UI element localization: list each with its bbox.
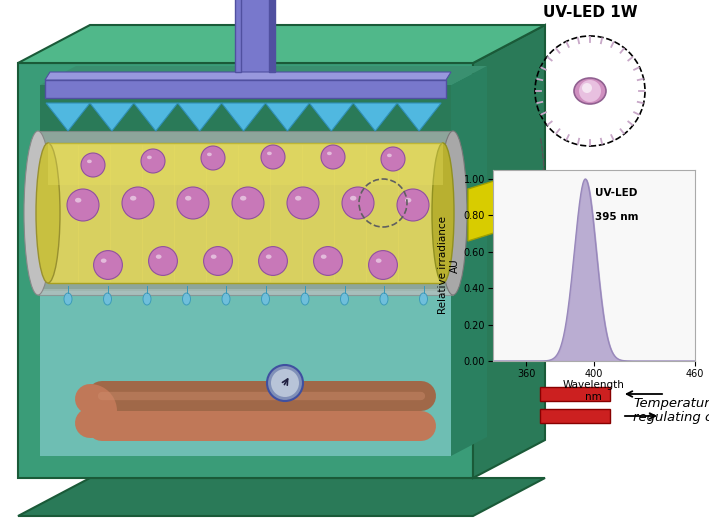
Polygon shape — [40, 66, 487, 85]
Polygon shape — [468, 180, 497, 241]
Circle shape — [369, 251, 398, 279]
Text: UV-LED 1W: UV-LED 1W — [542, 5, 637, 20]
Polygon shape — [45, 72, 451, 80]
Circle shape — [203, 246, 233, 276]
Ellipse shape — [207, 152, 212, 156]
Polygon shape — [241, 0, 269, 72]
Polygon shape — [134, 103, 178, 131]
Ellipse shape — [295, 196, 301, 201]
Circle shape — [313, 246, 342, 276]
Polygon shape — [540, 409, 610, 423]
Polygon shape — [235, 0, 241, 72]
Ellipse shape — [327, 151, 332, 155]
Polygon shape — [18, 478, 545, 516]
Circle shape — [259, 246, 287, 276]
Ellipse shape — [574, 78, 606, 104]
Ellipse shape — [182, 293, 191, 305]
Circle shape — [582, 83, 592, 93]
Text: UV-LED: UV-LED — [596, 188, 638, 198]
Circle shape — [267, 365, 303, 401]
Polygon shape — [178, 103, 222, 131]
Circle shape — [271, 369, 299, 397]
Polygon shape — [451, 66, 487, 456]
Circle shape — [177, 187, 209, 219]
Polygon shape — [269, 0, 275, 72]
Polygon shape — [397, 103, 441, 131]
Ellipse shape — [104, 293, 111, 305]
Ellipse shape — [143, 293, 151, 305]
Ellipse shape — [147, 156, 152, 159]
Ellipse shape — [240, 196, 247, 201]
Ellipse shape — [320, 254, 327, 259]
Polygon shape — [353, 103, 397, 131]
Circle shape — [141, 149, 165, 173]
Ellipse shape — [262, 293, 269, 305]
Circle shape — [81, 153, 105, 177]
Polygon shape — [221, 103, 266, 131]
Polygon shape — [48, 143, 443, 283]
Ellipse shape — [130, 196, 136, 201]
Polygon shape — [45, 80, 446, 98]
Circle shape — [579, 80, 601, 102]
Circle shape — [342, 187, 374, 219]
Ellipse shape — [301, 293, 309, 305]
Ellipse shape — [222, 293, 230, 305]
Text: 395 nm: 395 nm — [596, 212, 639, 222]
Ellipse shape — [64, 293, 72, 305]
Ellipse shape — [350, 196, 357, 201]
Ellipse shape — [420, 293, 428, 305]
Polygon shape — [48, 143, 443, 185]
Ellipse shape — [156, 254, 162, 259]
Polygon shape — [90, 103, 134, 131]
Ellipse shape — [405, 198, 411, 203]
Ellipse shape — [505, 183, 533, 243]
Polygon shape — [40, 85, 451, 456]
Polygon shape — [540, 387, 610, 401]
Ellipse shape — [432, 143, 454, 283]
Polygon shape — [309, 103, 353, 131]
Circle shape — [321, 145, 345, 169]
Ellipse shape — [101, 259, 106, 263]
Ellipse shape — [185, 196, 191, 201]
Polygon shape — [46, 103, 90, 131]
Ellipse shape — [439, 131, 467, 295]
Polygon shape — [18, 25, 545, 63]
Polygon shape — [40, 289, 451, 295]
Circle shape — [67, 189, 99, 221]
Text: Temperature: Temperature — [633, 397, 709, 410]
Circle shape — [381, 147, 405, 171]
Ellipse shape — [36, 143, 60, 283]
Ellipse shape — [340, 293, 349, 305]
Ellipse shape — [499, 173, 539, 253]
Circle shape — [397, 189, 429, 221]
Circle shape — [149, 246, 177, 276]
Polygon shape — [18, 63, 473, 478]
Ellipse shape — [75, 198, 82, 203]
Ellipse shape — [24, 131, 52, 295]
Circle shape — [94, 251, 123, 279]
Circle shape — [232, 187, 264, 219]
Polygon shape — [40, 291, 451, 456]
Circle shape — [261, 145, 285, 169]
X-axis label: Wavelength
nm: Wavelength nm — [563, 380, 625, 402]
Ellipse shape — [87, 160, 91, 163]
Polygon shape — [38, 131, 453, 295]
Text: regulating coil: regulating coil — [633, 411, 709, 424]
Ellipse shape — [211, 254, 216, 259]
Ellipse shape — [376, 259, 381, 263]
Circle shape — [201, 146, 225, 170]
Polygon shape — [265, 103, 309, 131]
Ellipse shape — [267, 151, 272, 155]
Ellipse shape — [266, 254, 272, 259]
Y-axis label: Relative irradiance
AU: Relative irradiance AU — [438, 217, 459, 314]
Polygon shape — [473, 25, 545, 478]
Ellipse shape — [380, 293, 388, 305]
Circle shape — [122, 187, 154, 219]
Circle shape — [287, 187, 319, 219]
Ellipse shape — [387, 153, 392, 157]
